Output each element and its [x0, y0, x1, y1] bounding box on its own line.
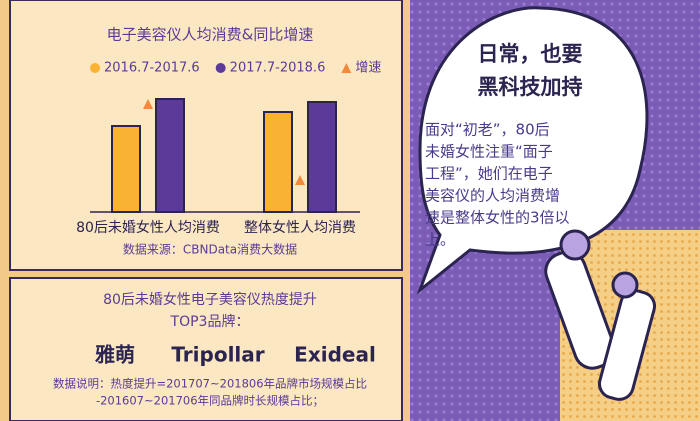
- bubble-text: 工程”，她们在电子: [425, 165, 553, 183]
- bubble-text: 未婚女性注重“面子: [425, 143, 553, 161]
- bar: [307, 101, 337, 213]
- brand-name: 雅萌: [95, 343, 135, 367]
- source: 数据来源：CBNData消费大数据: [123, 242, 297, 257]
- brand-name: Tripollar: [171, 343, 264, 367]
- speech-bubble: [416, 6, 649, 295]
- x-tick-label: 80后未婚女性人均消费: [76, 219, 220, 236]
- device-illustration: [544, 229, 657, 401]
- brand-title: TOP3品牌：: [170, 313, 250, 330]
- bubble-text: 美容仪的人均消费增: [425, 187, 560, 205]
- legend-marker: [215, 63, 226, 73]
- bubble-text: 上。: [425, 231, 455, 249]
- brand-name: Exideal: [294, 343, 376, 367]
- chart-title: 电子美容仪人均消费&同比增速: [107, 26, 314, 44]
- x-tick-label: 整体女性人均消费: [244, 219, 356, 236]
- bubble-text: 面对“初老”，80后: [425, 121, 550, 139]
- bar: [111, 125, 141, 213]
- bubble-title: 日常，也要: [478, 42, 583, 66]
- legend-label: 增速: [355, 61, 381, 76]
- bubble-text: 速是整体女性的3倍以: [425, 209, 570, 227]
- bar: [263, 111, 293, 213]
- note: 数据说明：热度提升=201707~201806年品牌市场规模占比: [53, 377, 367, 391]
- legend-marker: [90, 63, 100, 73]
- note: -201607~201706年同品牌时长规模占比；: [96, 394, 324, 408]
- bar: [155, 98, 185, 213]
- growth-marker: [143, 99, 153, 109]
- legend-marker: [341, 63, 352, 73]
- brand-panel: [9, 277, 403, 421]
- growth-marker: [295, 175, 305, 185]
- legend-label: 2016.7-2017.6: [104, 61, 200, 76]
- legend-label: 2017.7-2018.6: [230, 61, 326, 76]
- brand-title: 80后未婚女性电子美容仪热度提升: [103, 291, 317, 308]
- bubble-title: 黑科技加持: [478, 75, 583, 99]
